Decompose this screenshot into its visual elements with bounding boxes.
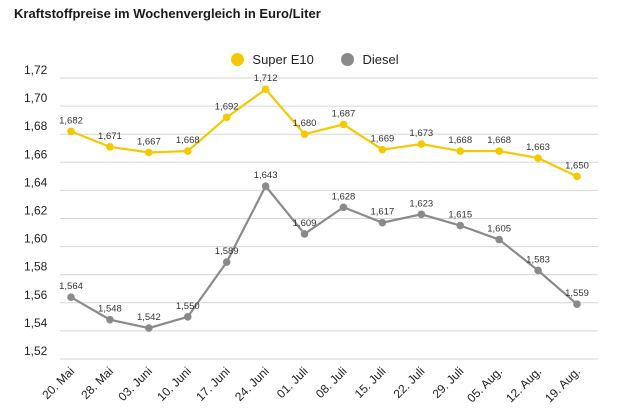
data-point xyxy=(145,324,153,332)
legend-item-super-e10: Super E10 xyxy=(231,52,314,67)
data-point xyxy=(456,221,465,230)
data-label: 1,564 xyxy=(59,281,83,292)
data-label: 1,663 xyxy=(526,142,550,153)
data-label: 1,668 xyxy=(448,135,472,146)
data-label: 1,623 xyxy=(409,198,433,209)
legend-label-super-e10: Super E10 xyxy=(252,52,314,67)
x-tick-label: 29. Juli xyxy=(430,364,467,401)
data-label: 1,692 xyxy=(215,101,239,112)
chart-title: Kraftstoffpreise im Wochenvergleich in E… xyxy=(14,6,321,21)
data-point xyxy=(183,147,192,155)
series-line-1 xyxy=(70,184,578,330)
data-label: 1,667 xyxy=(137,136,161,147)
data-point xyxy=(378,218,387,227)
data-point xyxy=(339,120,348,129)
data-point xyxy=(261,182,270,190)
data-point xyxy=(145,148,153,157)
x-tick-label: 17. Juni xyxy=(193,364,233,404)
data-point xyxy=(183,313,192,321)
data-point xyxy=(573,300,581,309)
data-point xyxy=(67,293,75,301)
y-tick-label: 1,62 xyxy=(24,204,48,218)
legend-label-diesel: Diesel xyxy=(362,52,399,67)
x-tick-label: 10. Juni xyxy=(154,364,194,404)
data-label: 1,605 xyxy=(487,224,511,235)
data-point xyxy=(106,143,114,151)
data-point xyxy=(300,230,309,238)
y-tick-label: 1,60 xyxy=(24,232,48,246)
y-tick-label: 1,72 xyxy=(24,63,48,77)
series-line-0 xyxy=(70,87,578,178)
x-tick-label: 05. Aug. xyxy=(464,364,505,405)
x-tick-label: 24. Juni xyxy=(232,364,272,404)
data-point xyxy=(339,203,348,212)
data-label: 1,650 xyxy=(565,160,589,171)
x-tick-label: 28. Mai xyxy=(78,364,116,402)
data-point xyxy=(300,130,309,138)
legend-item-diesel: Diesel xyxy=(341,52,399,67)
chart-legend: Super E10 Diesel xyxy=(0,52,630,69)
data-point xyxy=(534,154,542,162)
data-point xyxy=(573,172,581,181)
data-point xyxy=(417,210,426,219)
data-label: 1,682 xyxy=(59,115,83,126)
y-tick-label: 1,58 xyxy=(24,260,48,274)
x-tick-label: 15. Juli xyxy=(352,364,389,401)
data-label: 1,712 xyxy=(254,73,278,84)
data-label: 1,617 xyxy=(370,207,394,218)
data-label: 1,548 xyxy=(98,304,122,315)
data-label: 1,609 xyxy=(293,218,317,229)
data-point xyxy=(456,147,465,155)
data-point xyxy=(534,266,542,275)
data-label: 1,615 xyxy=(448,210,472,221)
x-tick-label: 19. Aug. xyxy=(542,364,583,405)
data-point xyxy=(378,145,387,154)
data-label: 1,628 xyxy=(332,191,356,202)
x-tick-label: 08. Juli xyxy=(313,364,350,401)
data-label: 1,583 xyxy=(526,254,550,265)
data-label: 1,643 xyxy=(254,170,278,181)
data-point xyxy=(495,235,503,244)
x-tick-label: 22. Juli xyxy=(391,364,428,401)
x-tick-label: 01. Juli xyxy=(274,364,311,401)
data-label: 1,680 xyxy=(293,118,317,129)
data-point xyxy=(261,85,270,94)
data-point xyxy=(222,258,231,266)
x-tick-label: 20. Mai xyxy=(39,364,77,402)
data-point xyxy=(417,140,426,148)
data-label: 1,687 xyxy=(332,108,356,119)
data-label: 1,668 xyxy=(487,135,511,146)
data-point xyxy=(106,315,114,324)
data-label: 1,589 xyxy=(215,246,239,257)
y-tick-label: 1,52 xyxy=(24,344,48,358)
data-label: 1,542 xyxy=(137,312,161,323)
y-tick-label: 1,66 xyxy=(24,147,48,161)
y-tick-label: 1,56 xyxy=(24,288,48,302)
x-tick-label: 03. Juni xyxy=(115,364,155,404)
y-tick-label: 1,70 xyxy=(24,91,48,105)
data-label: 1,559 xyxy=(565,288,589,299)
data-point xyxy=(495,147,503,155)
data-point xyxy=(67,127,75,136)
data-label: 1,669 xyxy=(370,134,394,145)
legend-swatch-super-e10 xyxy=(231,53,245,66)
data-label: 1,550 xyxy=(176,301,200,312)
legend-swatch-diesel xyxy=(341,53,355,66)
data-label: 1,668 xyxy=(176,135,200,146)
data-point xyxy=(222,113,231,122)
data-label: 1,673 xyxy=(409,128,433,139)
y-tick-label: 1,68 xyxy=(24,119,48,133)
y-tick-label: 1,54 xyxy=(24,316,48,330)
data-label: 1,671 xyxy=(98,131,122,142)
x-tick-label: 12. Aug. xyxy=(503,364,544,405)
y-tick-label: 1,64 xyxy=(24,175,48,189)
